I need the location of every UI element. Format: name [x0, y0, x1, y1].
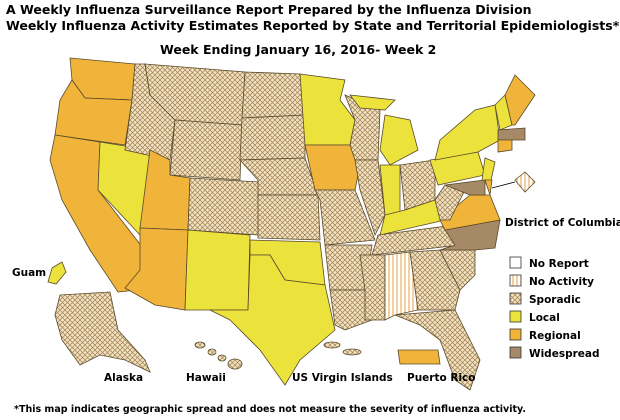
label-dc: District of Columbia [505, 217, 620, 229]
legend-swatch [509, 346, 522, 359]
label-hawaii: Hawaii [186, 372, 226, 384]
label-alaska: Alaska [104, 372, 143, 384]
legend-swatch [509, 292, 522, 305]
legend-label: Regional [529, 330, 581, 342]
legend-label: No Activity [529, 276, 594, 288]
label-usvi: US Virgin Islands [292, 372, 393, 384]
legend-swatch [509, 310, 522, 323]
legend-label: Widespread [529, 348, 600, 360]
title: A Weekly Influenza Surveillance Report P… [6, 2, 532, 17]
legend-swatch [509, 328, 522, 341]
label-guam: Guam [12, 267, 46, 279]
legend-label: Local [529, 312, 560, 324]
legend: No Report No Activity Sporadic Local Regiona… [509, 256, 600, 360]
legend-label: Sporadic [529, 294, 581, 306]
footnote: *This map indicates geographic spread an… [14, 404, 526, 415]
legend-swatch [509, 256, 522, 269]
label-pr: Puerto Rico [407, 372, 475, 384]
week: Week Ending January 16, 2016- Week 2 [160, 42, 436, 57]
states [47, 57, 536, 391]
legend-swatch [509, 274, 522, 287]
legend-label: No Report [529, 258, 589, 270]
subtitle: Weekly Influenza Activity Estimates Repo… [6, 18, 620, 33]
